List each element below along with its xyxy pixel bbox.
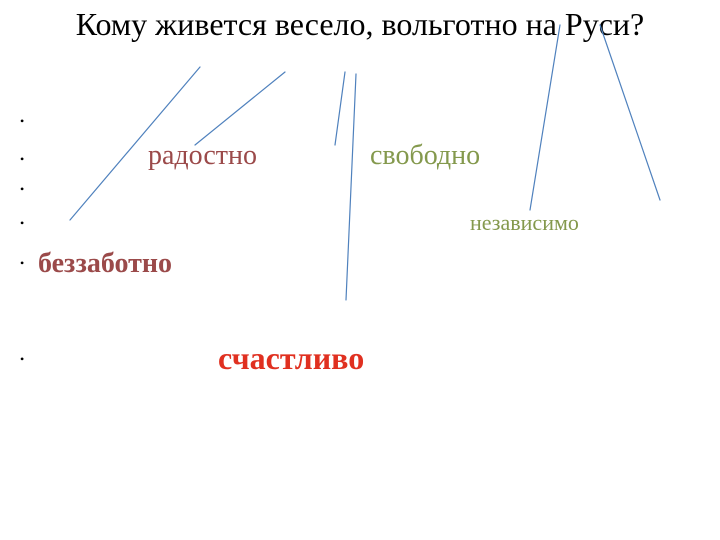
word-bezzabotno: беззаботно [38, 248, 172, 280]
word-schastlivo: счастливо [218, 340, 364, 377]
bullet-dot: • [20, 114, 24, 129]
slide-title: Кому живется весело, вольготно на Руси? [0, 6, 720, 43]
bullet-dot: • [20, 216, 24, 231]
bullet-dot: • [20, 256, 24, 271]
word-nezavisimo: независимо [470, 210, 579, 236]
bullet-dot: • [20, 352, 24, 367]
slide: Кому живется весело, вольготно на Руси? … [0, 0, 720, 540]
word-radostno: радостно [148, 140, 257, 172]
word-svobodno: свободно [370, 140, 480, 172]
bullet-dot: • [20, 152, 24, 167]
bullet-dot: • [20, 182, 24, 197]
